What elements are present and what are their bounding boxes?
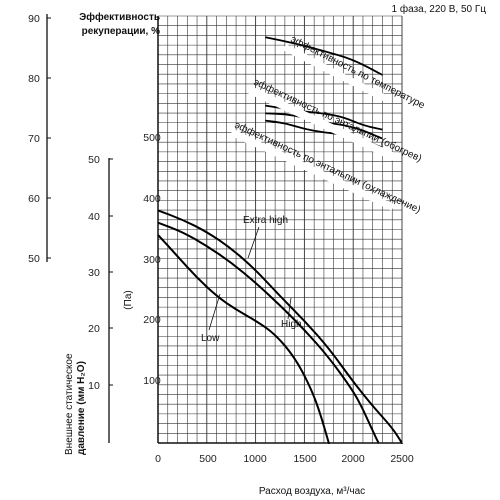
pressure-mm-tick-30: 30 [88, 267, 100, 279]
label-leaders [208, 226, 292, 331]
x-tick-0: 0 [155, 453, 161, 465]
efficiency-curve-3 [265, 104, 383, 131]
pressure-curve-1: High [157, 221, 380, 444]
efficiency-curve-0: эффективность по температуре [265, 36, 383, 76]
pa-tick-400: 400 [143, 193, 161, 205]
leader-extra-high [247, 226, 260, 259]
eff-cool-label-bg [230, 128, 395, 211]
efficiency-axis-title-line1: Эффективность [79, 11, 160, 23]
pressure-curve-0: Extra high [157, 209, 403, 445]
eff-heat-label-bg [247, 86, 397, 161]
efficiency-axis-title-line2: рекуперации, % [82, 26, 161, 37]
axes-lines [46, 14, 402, 444]
label-extra-high: Extra high [243, 215, 288, 226]
pressure-mm-tick-40: 40 [88, 211, 100, 223]
pressure-mm-tick-10: 10 [88, 380, 100, 392]
chart-grid [157, 15, 403, 444]
label-low: Low [201, 333, 220, 344]
leader-low [208, 293, 221, 331]
x-tick-2000: 2000 [341, 453, 365, 465]
chart-curves: Extra high High Low эффективность по темпер… [157, 36, 403, 445]
pa-axis-unit: (Па) [123, 290, 134, 309]
efficiency-tick-90: 90 [28, 13, 40, 25]
pa-tick-300: 300 [143, 254, 161, 266]
label-eff-temperature: эффективность по температуре [289, 33, 428, 112]
efficiency-tick-50: 50 [28, 253, 40, 265]
pressure-mm-axis-title-line1: Внешнее статическое [64, 353, 75, 455]
pa-tick-200: 200 [143, 314, 161, 326]
efficiency-tick-80: 80 [28, 73, 40, 85]
x-axis-title: Расход воздуха, м³/час [259, 486, 365, 497]
pa-tick-500: 500 [143, 132, 161, 144]
pressure-curve-2: Low [157, 234, 330, 445]
x-tick-1500: 1500 [293, 453, 317, 465]
eff-temp-label-bg [282, 43, 386, 102]
pressure-mm-tick-20: 20 [88, 323, 100, 335]
label-high: High [281, 319, 302, 330]
efficiency-tick-70: 70 [28, 133, 40, 145]
x-tick-500: 500 [199, 453, 217, 465]
pressure-mm-axis-title-line2: давление (мм H₂O) [76, 361, 87, 455]
x-tick-2500: 2500 [390, 453, 414, 465]
leader-high [287, 297, 292, 320]
pa-tick-100: 100 [143, 375, 161, 387]
x-tick-1000: 1000 [243, 453, 267, 465]
power-spec-label: 1 фаза, 220 В, 50 Гц [392, 3, 487, 15]
pressure-mm-tick-50: 50 [88, 154, 100, 166]
efficiency-tick-60: 60 [28, 193, 40, 205]
